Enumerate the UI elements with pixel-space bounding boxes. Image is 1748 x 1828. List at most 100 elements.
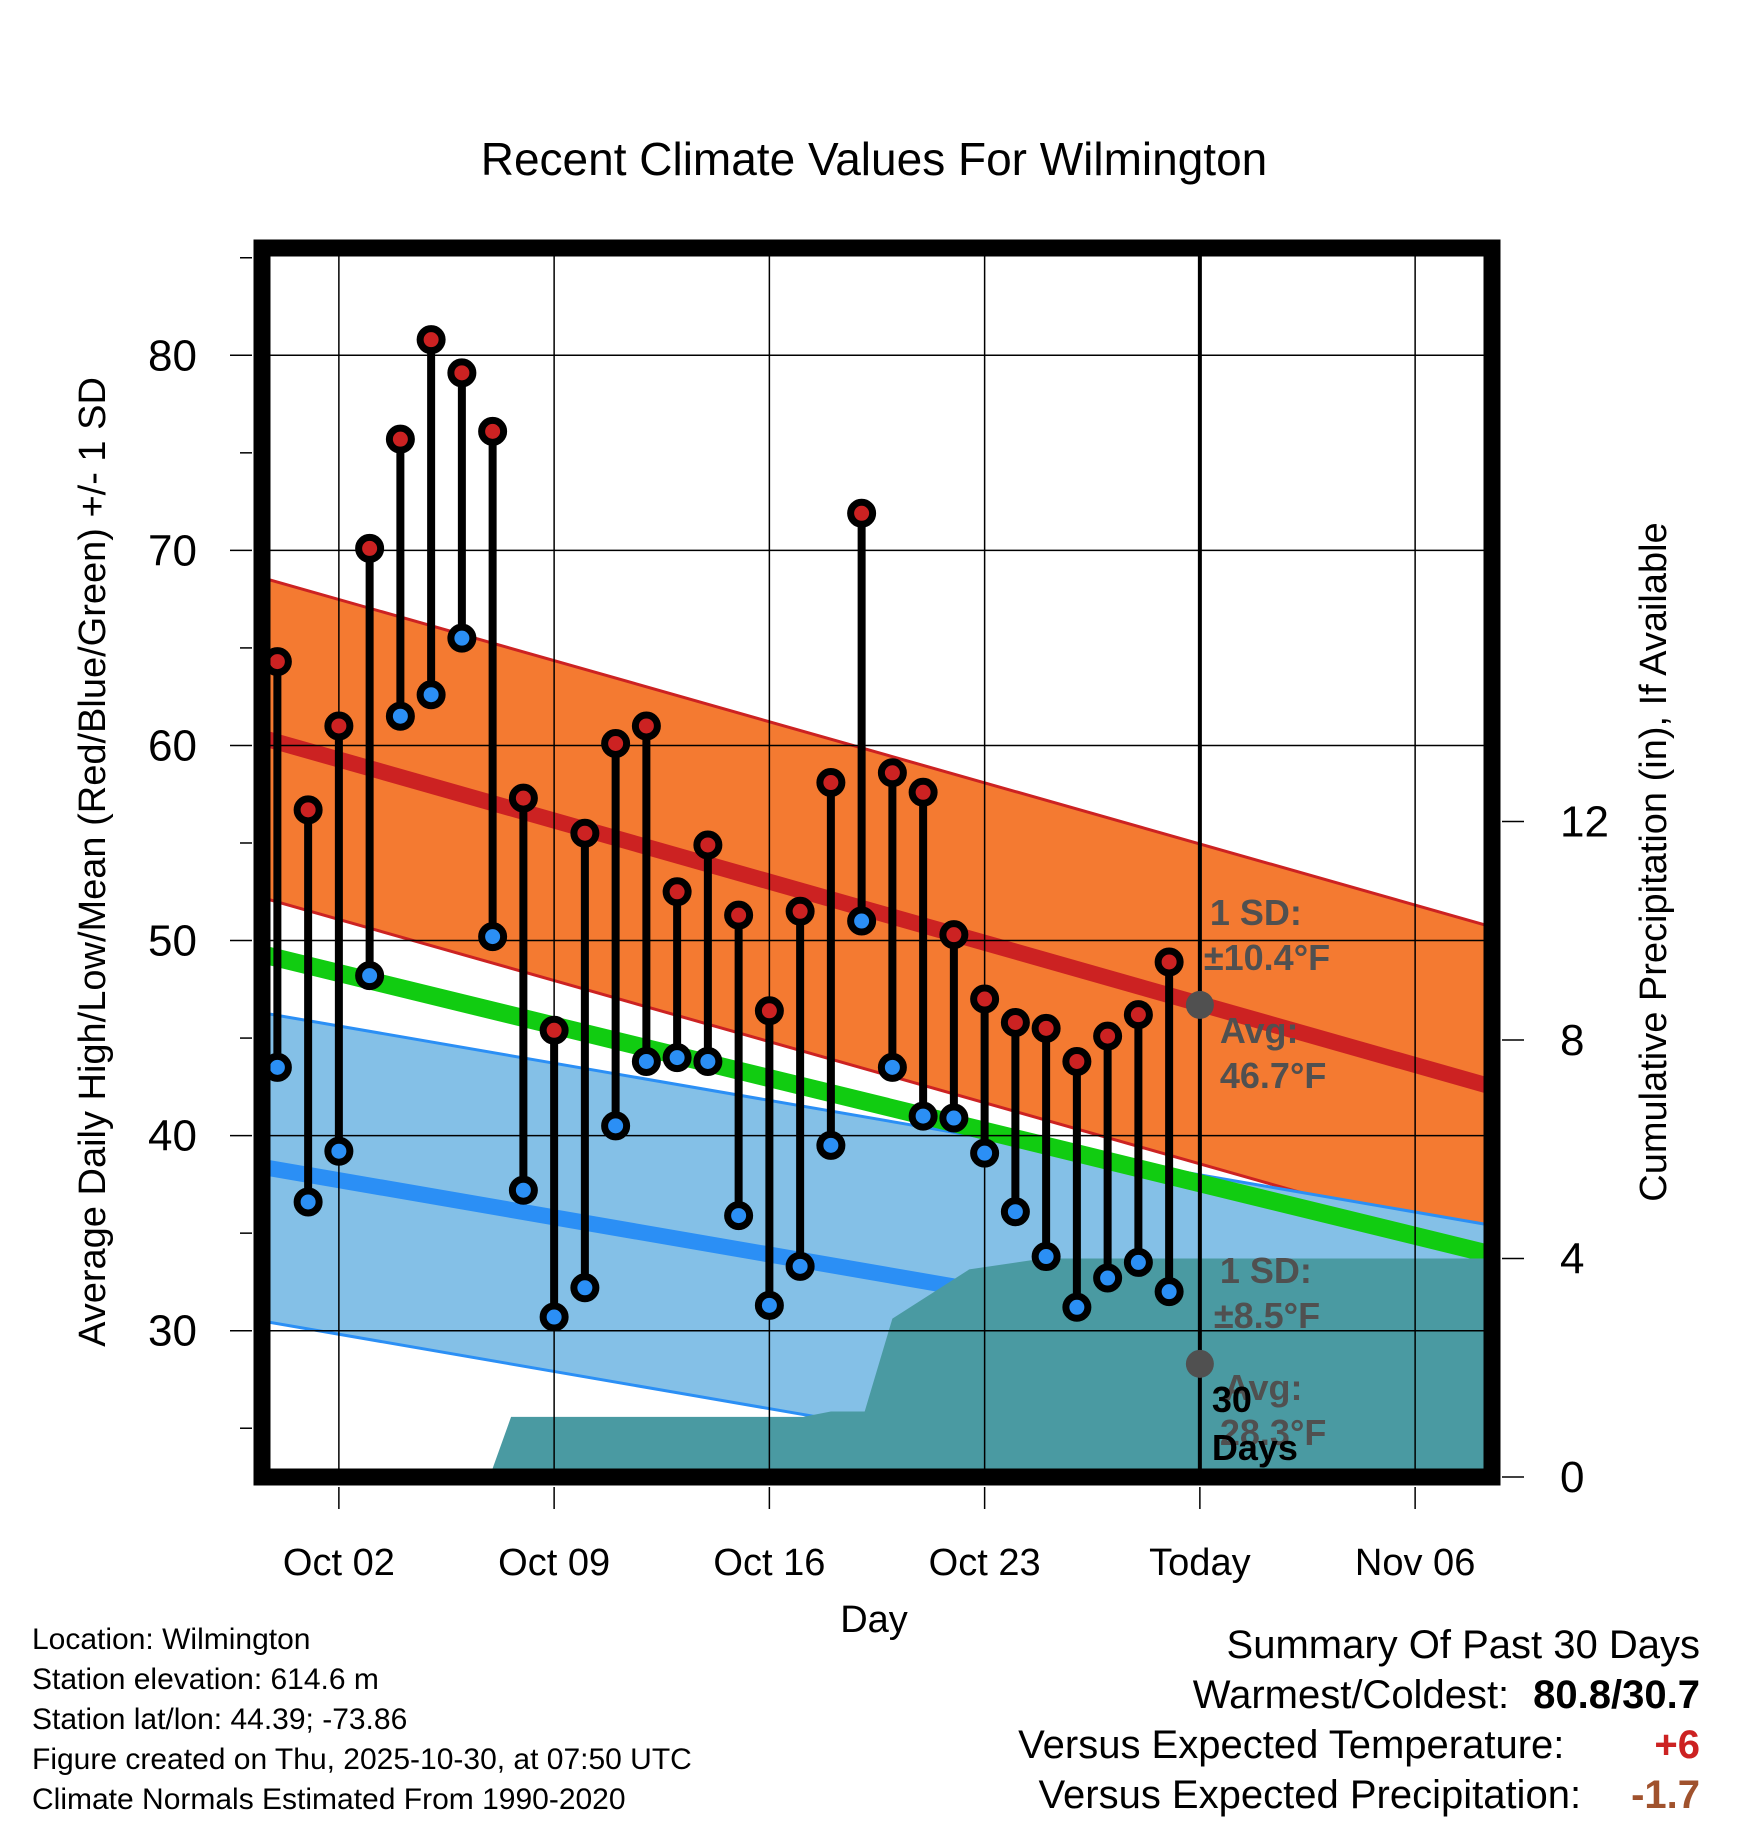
daily-low-point [570,1273,600,1303]
daily-low-point [1000,1197,1030,1227]
daily-high-point [908,777,938,807]
low-sd-label: 1 SD: [1220,1250,1312,1291]
y2-axis-label: Cumulative Precipitation (in), If Availa… [1633,522,1675,1201]
chart-title: Recent Climate Values For Wilmington [481,133,1268,185]
daily-high-point [1000,1007,1030,1037]
low-avg-value: 28.3°F [1220,1412,1326,1453]
y2-tick-label: 12 [1560,798,1609,847]
elevation-text: Station elevation: 614.6 m [32,1663,379,1696]
daily-low-point [1123,1247,1153,1277]
daily-low-point [939,1103,969,1133]
daily-low-point [324,1136,354,1166]
daily-low-point [754,1290,784,1320]
daily-high-point [785,896,815,926]
y2-tick-label: 4 [1560,1235,1584,1284]
daily-low-point [508,1175,538,1205]
y-axis-label: Average Daily High/Low/Mean (Red/Blue/Gr… [72,377,114,1347]
daily-low-point [293,1187,323,1217]
precipitation-area [489,1258,1492,1477]
high-sd-value: ±10.4°F [1204,937,1330,978]
warm-cold-value: 80.8/30.7 [1533,1673,1700,1717]
daily-low-point [539,1302,569,1332]
y-tick-label: 40 [148,1112,197,1161]
y-tick-label: 30 [148,1307,197,1356]
created-text: Figure created on Thu, 2025-10-30, at 07… [32,1743,692,1776]
daily-low-point [724,1201,754,1231]
daily-high-point [293,795,323,825]
y2-tick-label: 0 [1560,1453,1584,1502]
temperature-marks [262,325,1184,1332]
daily-high-point [877,758,907,788]
precip-days-label: Days [1212,1427,1298,1468]
normals-text: Climate Normals Estimated From 1990-2020 [32,1783,626,1816]
x-tick-label: Oct 23 [929,1542,1041,1584]
warm-cold-row: Warmest/Coldest: 80.8/30.7 [1018,1670,1700,1720]
daily-low-point [601,1111,631,1141]
x-tick-label: Today [1149,1542,1250,1584]
daily-high-point [478,416,508,446]
daily-low-point [816,1130,846,1160]
daily-high-point [355,533,385,563]
axes: 30 40 50 60 70 80 0 4 8 12 Oct 02 Oct 09 Oct 16 Oct 2… [148,257,1609,1584]
normal-high-line [262,729,1492,1095]
normal-mean-line [262,945,1492,1264]
precip-label: Versus Expected Precipitation: [1038,1773,1582,1817]
warm-cold-label: Warmest/Coldest: [1192,1673,1510,1717]
daily-low-point [447,623,477,653]
low-sd-value: ±8.5°F [1214,1295,1320,1336]
daily-high-point [601,729,631,759]
daily-low-point [662,1043,692,1073]
daily-high-point [1123,1000,1153,1030]
daily-low-point [1093,1263,1123,1293]
daily-high-point [508,783,538,813]
daily-low-point [1154,1277,1184,1307]
daily-high-point [693,830,723,860]
daily-high-point [939,920,969,950]
daily-low-point [385,701,415,731]
latlon-text: Station lat/lon: 44.39; -73.86 [32,1703,408,1736]
summary-title: Summary Of Past 30 Days [1226,1623,1700,1667]
location-text: Location: Wilmington [32,1623,311,1656]
high-avg-marker [1185,990,1214,1019]
summary-panel: Summary Of Past 30 Days Warmest/Coldest:… [1018,1620,1700,1820]
daily-low-point [970,1138,1000,1168]
high-sd-label: 1 SD: [1210,892,1302,933]
daily-high-point [724,900,754,930]
daily-high-point [385,424,415,454]
daily-high-point [1031,1013,1061,1043]
daily-low-point [416,680,446,710]
station-info: Location: Wilmington Station elevation: … [32,1620,692,1820]
y-tick-label: 60 [148,721,197,770]
precip-value: -1.7 [1631,1773,1700,1817]
daily-high-point [324,711,354,741]
daily-low-point [847,906,877,936]
x-tick-label: Oct 02 [283,1542,395,1584]
daily-low-point [631,1046,661,1076]
high-avg-label: Avg: [1220,1010,1299,1051]
daily-high-point [754,996,784,1026]
daily-high-point [1093,1021,1123,1051]
daily-high-point [662,877,692,907]
x-tick-label: Nov 06 [1355,1542,1475,1584]
y2-tick-label: 8 [1560,1016,1584,1065]
daily-low-point [785,1251,815,1281]
daily-high-point [447,358,477,388]
daily-high-point [416,325,446,355]
low-avg-marker [1185,1349,1214,1378]
low-avg-label: Avg: [1224,1367,1303,1408]
temp-value: +6 [1654,1723,1700,1767]
daily-high-point [816,768,846,798]
daily-high-point [539,1015,569,1045]
daily-low-point [1062,1292,1092,1322]
x-tick-label: Oct 16 [713,1542,825,1584]
x-axis-label: Day [840,1599,908,1641]
daily-high-point [570,818,600,848]
temp-row: Versus Expected Temperature: +6 [1018,1720,1700,1770]
daily-high-point [631,711,661,741]
daily-low-point [908,1101,938,1131]
daily-high-point [847,498,877,528]
plot-frame [253,239,1501,1486]
daily-low-point [877,1052,907,1082]
